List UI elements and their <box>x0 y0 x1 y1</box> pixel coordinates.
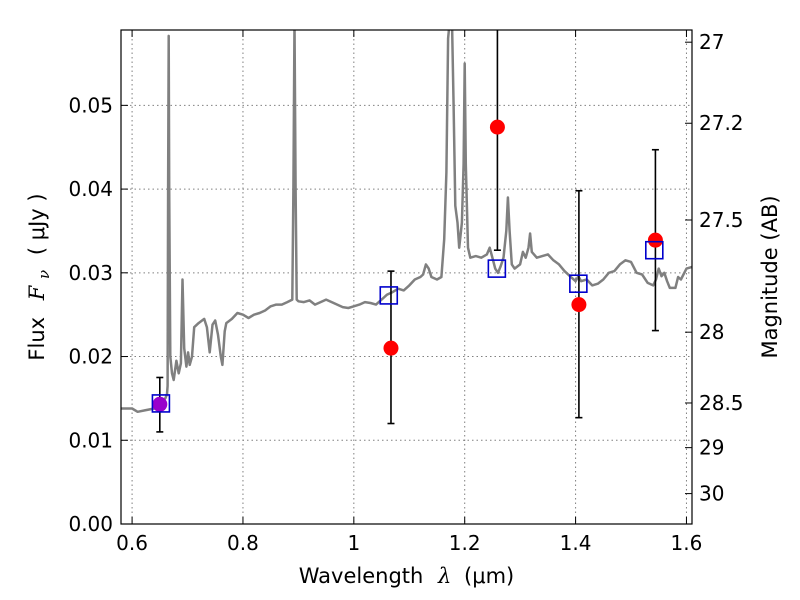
y-tick-label: 0.01 <box>68 428 113 452</box>
y-axis-label-unit: ( μJy ) <box>25 193 49 255</box>
model-photometry-marker <box>645 240 664 260</box>
x-tick-label: 1.6 <box>671 531 703 555</box>
x-tick-label: 0.8 <box>227 531 259 555</box>
x-tick-label: 1.4 <box>560 531 592 555</box>
model-spectrum-layer <box>121 30 692 414</box>
x-axis-label-text: Wavelength <box>299 564 424 588</box>
x-tick-label: 1 <box>347 531 360 555</box>
observed-point <box>489 119 505 135</box>
error-bars-layer <box>156 30 659 433</box>
model-photometry-marker <box>569 274 588 293</box>
magnitude-tick-label: 28 <box>699 320 724 344</box>
magnitude-tick-label: 29 <box>699 436 724 460</box>
magnitude-tick-label: 28.5 <box>699 391 744 415</box>
y-axis-label-symbol: F <box>25 284 49 301</box>
x-axis-label-symbol: λ <box>437 564 451 588</box>
observed-points-layer <box>152 119 663 412</box>
plot-frame <box>120 29 693 525</box>
y-axis-label: Flux F ν ( μJy ) <box>25 193 54 360</box>
y-axis-label-subscript: ν <box>35 270 53 279</box>
model-photometry-marker <box>151 394 171 413</box>
model-photometry-layer <box>151 240 664 413</box>
magnitude-tick-label: 27 <box>699 30 724 54</box>
y-tick-label: 0.05 <box>68 93 113 117</box>
magnitude-tick-label: 27.5 <box>699 208 744 232</box>
observed-point <box>383 340 399 356</box>
ticks-layer: 0.6 0.8 1 1.2 1.4 1.6 0.00 0.01 0.02 0.03 0.04 0.05… <box>68 30 744 555</box>
x-axis-label: Wavelength λ (μm) <box>299 564 514 588</box>
x-tick-label: 0.6 <box>116 531 148 555</box>
observed-point <box>647 232 663 248</box>
observed-point <box>571 297 587 313</box>
model-spectrum-line <box>121 30 692 414</box>
y-tick-label: 0.03 <box>68 261 113 285</box>
x-axis-label-unit: (μm) <box>464 564 514 588</box>
model-photometry-marker <box>487 259 507 278</box>
y-tick-label: 0.00 <box>68 512 113 536</box>
y-axis-label-text: Flux <box>25 317 49 361</box>
y-tick-label: 0.02 <box>68 345 113 369</box>
x-tick-label: 1.2 <box>449 531 481 555</box>
observed-point <box>152 396 168 412</box>
magnitude-tick-label: 30 <box>699 482 724 506</box>
model-photometry-marker <box>379 286 399 305</box>
y-tick-label: 0.04 <box>68 177 113 201</box>
magnitude-axis-label: Magnitude (AB) <box>758 195 782 358</box>
magnitude-tick-label: 27.2 <box>699 111 744 135</box>
